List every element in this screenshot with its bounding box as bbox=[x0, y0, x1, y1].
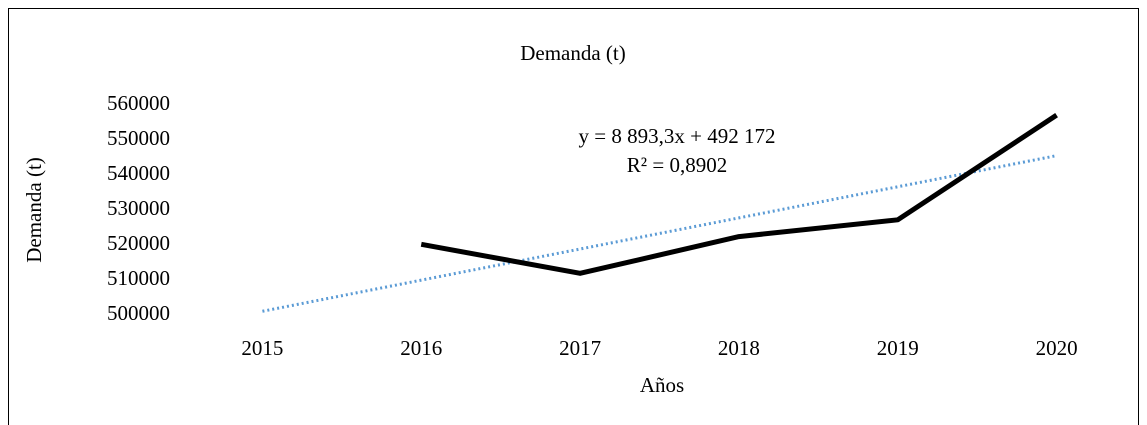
trend-line bbox=[262, 154, 1057, 313]
chart-title: Demanda (t) bbox=[520, 41, 626, 65]
y-tick-label: 500000 bbox=[107, 301, 170, 325]
y-tick-label: 560000 bbox=[107, 91, 170, 115]
x-axis-title: Años bbox=[640, 373, 684, 397]
chart-border bbox=[8, 8, 1139, 425]
annotation: y = 8 893,3x + 492 172 bbox=[579, 124, 776, 148]
x-tick-label: 2018 bbox=[718, 336, 760, 360]
y-tick-label: 550000 bbox=[107, 126, 170, 150]
x-tick-label: 2015 bbox=[241, 336, 283, 360]
y-tick-label: 540000 bbox=[107, 161, 170, 185]
x-tick-label: 2020 bbox=[1036, 336, 1078, 360]
y-tick-label: 530000 bbox=[107, 196, 170, 220]
line bbox=[420, 113, 1058, 276]
x-tick-label: 2019 bbox=[877, 336, 919, 360]
x-tick-label: 2016 bbox=[400, 336, 442, 360]
x-tick-label: 2017 bbox=[559, 336, 601, 360]
y-tick-label: 510000 bbox=[107, 266, 170, 290]
annotation: R² = 0,8902 bbox=[627, 153, 727, 177]
y-tick-label: 520000 bbox=[107, 231, 170, 255]
y-axis-title: Demanda (t) bbox=[22, 157, 46, 263]
